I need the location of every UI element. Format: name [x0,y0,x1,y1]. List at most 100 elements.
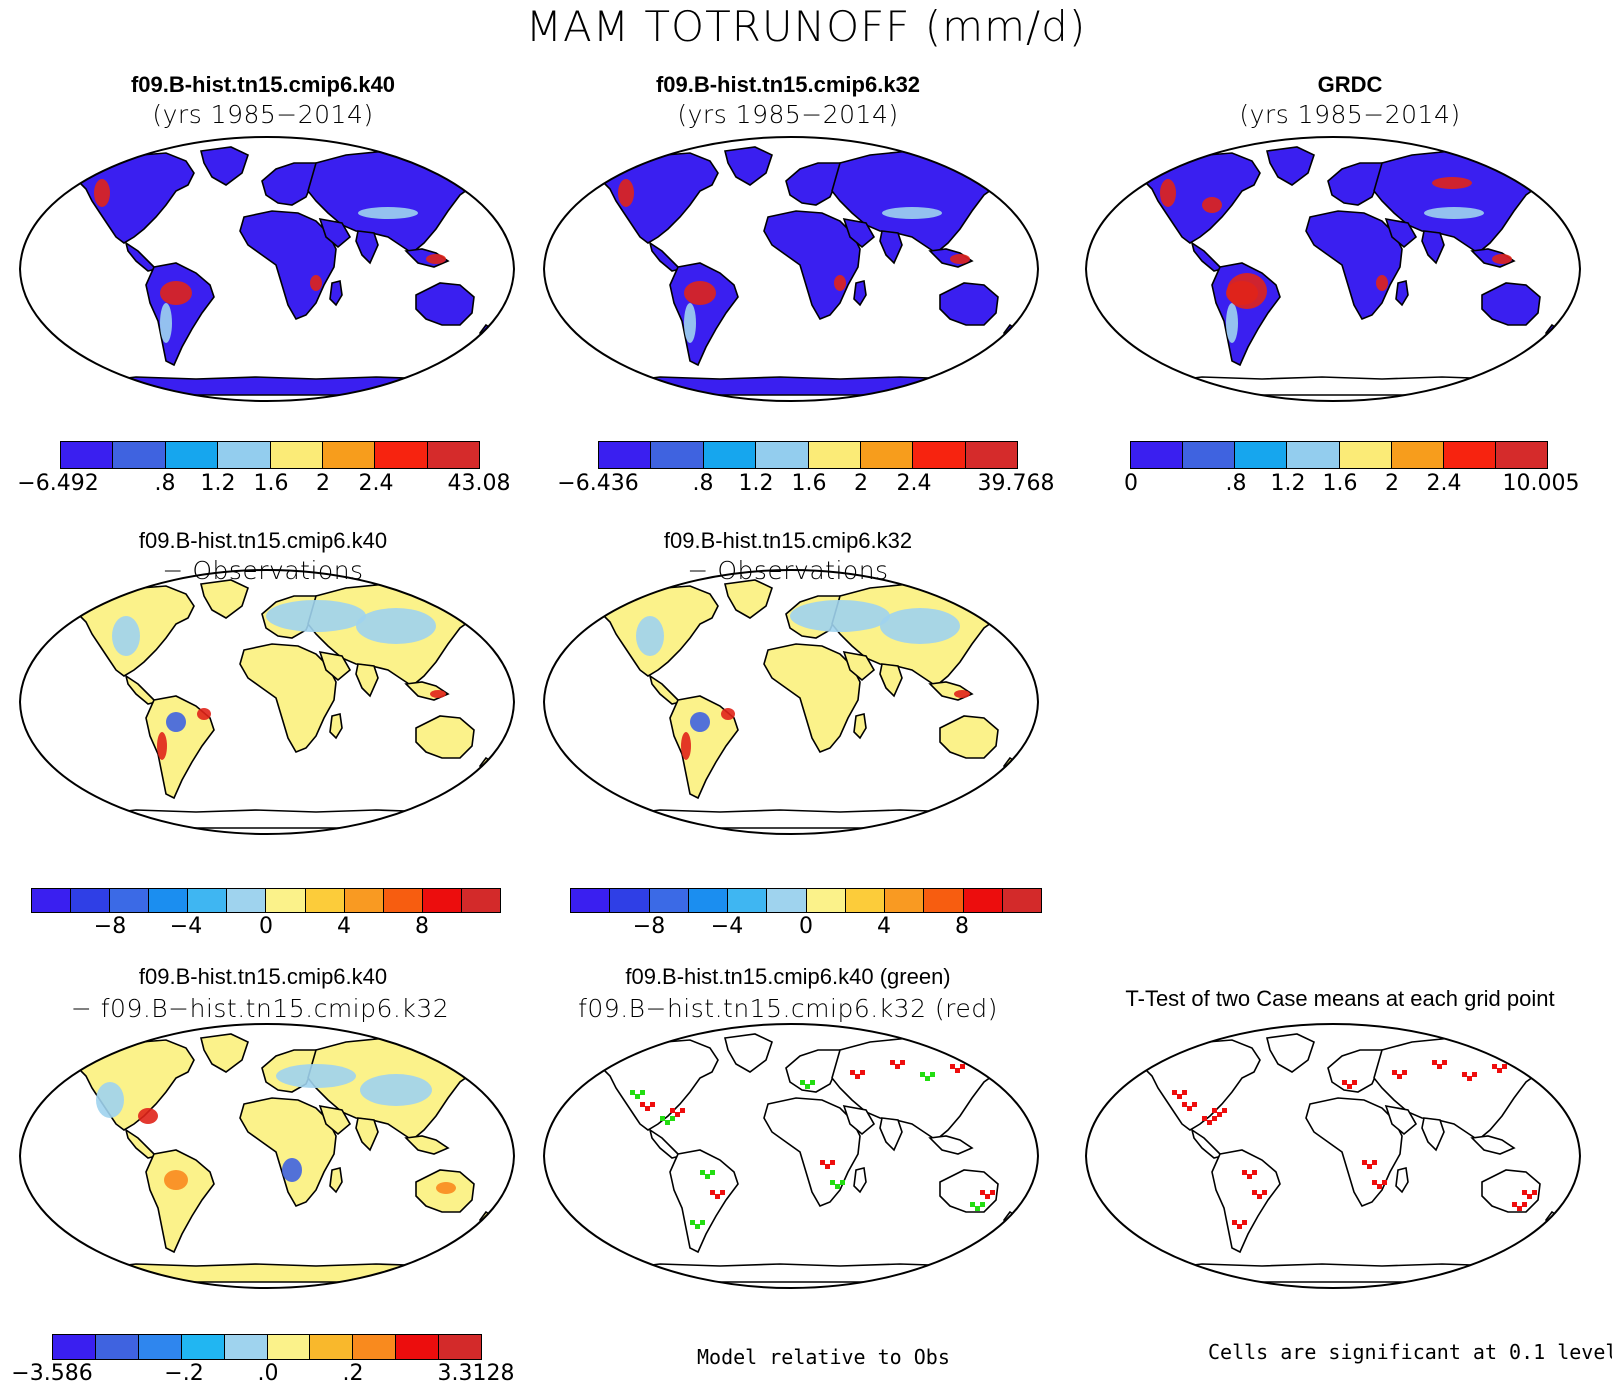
significant-cell [990,1190,995,1195]
panel-2-title: f09.B-hist.tn15.cmip6.k32 [655,72,921,97]
continent-na [590,152,719,244]
colorbar-swatch [703,442,757,468]
significant-cell [1512,1202,1517,1207]
significant-cell [1352,1080,1357,1085]
significant-cell [800,1080,805,1085]
field-feature [834,275,846,291]
significant-cell [1527,1194,1532,1199]
significant-cell [835,1184,840,1189]
field-feature [1160,179,1176,207]
map-border [18,1022,516,1290]
panel-3-title: GRDC [1317,72,1383,97]
field-feature [166,712,186,732]
significant-cell [1532,1190,1537,1195]
colorbar-swatch [1495,442,1547,468]
colorbar-swatch [375,442,428,468]
field-feature [1492,254,1512,264]
continent-africa [1305,1097,1403,1208]
cbar1-tick-min: −6.492 [17,471,99,496]
panel-3-subtitle: (yrs 1985−2014) [1239,100,1461,129]
continent-sea [404,1135,450,1155]
significant-cell [1252,1190,1257,1195]
continent-sa [1211,1149,1281,1254]
map-panel-8 [1084,1022,1582,1290]
continent-greenland [200,1033,249,1073]
significant-cell [1462,1072,1467,1077]
continent-india [879,230,903,265]
significant-cell [1212,1108,1217,1113]
continent-madagascar [329,1167,343,1194]
field-feature [197,708,211,720]
continent-africa [763,1097,861,1208]
significant-cell [675,1112,680,1117]
field-feature [690,712,710,732]
colorbar-panel-3 [1130,441,1548,469]
model-relative-note: Model relative to Obs [697,1345,950,1369]
colorbar-swatch [32,889,72,912]
colorbar-swatch [227,889,267,912]
cbar6-tick-max: 3.3128 [437,1361,515,1386]
colorbar-swatch [924,889,964,912]
continent-australia [939,715,999,759]
cbar6-tick: .0 [257,1361,279,1386]
cbar3-tick: 1.6 [1322,471,1358,496]
continent-na [1132,152,1261,244]
significant-cell [710,1190,715,1195]
cbar1-tick: 2 [316,471,330,496]
colorbar-swatch [963,889,1003,912]
field-feature [94,179,110,207]
significant-cell [805,1084,810,1089]
continent-africa [1305,210,1403,321]
field-feature [310,275,322,291]
significant-cell [855,1074,860,1079]
significant-cell [820,1160,825,1165]
continent-greenland [724,1033,773,1073]
continent-madagascar [329,713,343,740]
field-feature [160,281,192,305]
colorbar-swatch [110,889,150,912]
significant-cell [1362,1160,1367,1165]
continent-sa [669,262,739,367]
cbar5-tick: −8 [632,914,666,939]
continent-australia [1481,1169,1541,1213]
continent-africa [763,210,861,321]
map-panel-3 [1084,135,1582,403]
cbar3-tick: 2 [1385,471,1399,496]
map-panel-1 [18,135,516,403]
continent-arabia [842,1104,876,1136]
colorbar-swatch [61,442,114,468]
continent-ca [124,674,158,705]
field-feature [426,254,446,264]
significant-cell [1437,1064,1442,1069]
significant-cell [1522,1190,1527,1195]
significant-cell [925,1076,930,1081]
continent-madagascar [853,1167,867,1194]
map-panel-7 [542,1022,1040,1290]
colorbar-swatch [1287,442,1340,468]
significant-cell [985,1194,990,1199]
field-feature [112,616,140,656]
significant-cell [860,1070,865,1075]
significance-note: Cells are significant at 0.1 level [1208,1340,1612,1364]
significant-cell [1202,1116,1207,1121]
continent-greenland [1266,1033,1315,1073]
colorbar-swatch [571,889,611,912]
colorbar-swatch [1443,442,1496,468]
map-panel-6 [18,1022,516,1290]
significant-cell [1382,1180,1387,1185]
significant-cell [1212,1116,1217,1121]
cbar3-tick: 1.2 [1270,471,1306,496]
colorbar-swatch [860,442,914,468]
significant-cell [1397,1074,1402,1079]
significant-cell [830,1160,835,1165]
field-feature [950,254,970,264]
colorbar-swatch [422,889,462,912]
map-border [542,1022,1040,1290]
colorbar-swatch [461,889,500,912]
field-feature [1376,275,1388,291]
panel-7-subtitle: f09.B−hist.tn15.cmip6.k32 (red) [578,994,998,1023]
cbar5-tick: −4 [710,914,744,939]
continent-madagascar [853,280,867,307]
significant-cell [825,1164,830,1169]
continent-greenland [200,146,249,186]
